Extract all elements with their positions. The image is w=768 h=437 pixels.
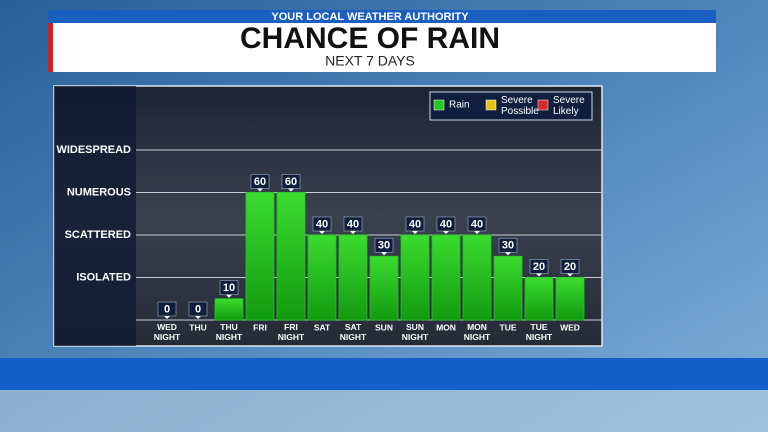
value-label-pointer [505, 252, 511, 256]
bar [214, 298, 244, 321]
x-tick-label: SAT [314, 322, 331, 332]
x-tick-label: FRI [253, 322, 267, 332]
header: YOUR LOCAL WEATHER AUTHORITY [271, 11, 469, 23]
x-tick-label: THU [189, 322, 206, 332]
value-label: 20 [564, 261, 576, 273]
value-label: 60 [285, 176, 297, 188]
value-label-pointer [226, 294, 232, 298]
x-tick-label: FRI NIGHT [278, 322, 305, 342]
value-label: 40 [316, 218, 328, 230]
value-label-pointer [474, 231, 480, 234]
y-tick-label: NUMEROUS [67, 186, 131, 198]
value-label-pointer [164, 316, 170, 319]
value-label: 30 [502, 240, 514, 252]
value-label-pointer [412, 231, 418, 234]
value-label-pointer [381, 252, 387, 256]
value-label: 40 [347, 218, 359, 230]
y-tick-label: ISOLATED [76, 271, 131, 283]
bar [555, 277, 585, 321]
subtitle: NEXT 7 DAYS [325, 53, 415, 69]
bar [493, 255, 523, 321]
x-tick-label: SAT NIGHT [340, 322, 367, 342]
value-label: 30 [378, 240, 390, 252]
value-label: 60 [254, 176, 266, 188]
y-tick-label: WIDESPREAD [56, 144, 131, 156]
x-tick-label: THU NIGHT [216, 322, 243, 342]
value-label: 40 [471, 218, 483, 230]
chart-title: CHANCE OF RAIN [240, 22, 500, 55]
x-tick-label: TUE NIGHT [526, 322, 553, 342]
bar [369, 255, 399, 321]
bottom-band [0, 390, 768, 432]
bottom-stripe [0, 358, 768, 390]
legend-label: Severe Likely [553, 95, 585, 117]
x-tick-label: SUN [375, 322, 393, 332]
value-label-pointer [536, 273, 542, 277]
bar [245, 192, 275, 321]
value-label: 0 [164, 303, 170, 315]
value-label: 20 [533, 261, 545, 273]
value-label-pointer [257, 188, 263, 192]
legend-swatch [433, 99, 445, 111]
x-tick-label: MON NIGHT [464, 322, 491, 342]
value-label-pointer [195, 316, 201, 319]
value-label: 10 [223, 282, 235, 294]
x-tick-label: WED NIGHT [154, 322, 181, 342]
value-label-pointer [350, 231, 356, 234]
x-tick-label: TUE [500, 322, 517, 332]
value-label-pointer [443, 231, 449, 234]
bar [400, 234, 430, 321]
bar [276, 192, 306, 321]
value-label-pointer [567, 273, 573, 277]
legend-swatch [537, 99, 549, 111]
legend-swatch [485, 99, 497, 111]
title-box [48, 23, 716, 72]
bar [307, 234, 337, 321]
value-label: 0 [195, 303, 201, 315]
value-label: 40 [409, 218, 421, 230]
x-tick-label: MON [436, 322, 456, 332]
x-tick-label: SUN NIGHT [402, 322, 429, 342]
legend-label: Severe Possible [501, 95, 539, 117]
bar [462, 234, 492, 321]
value-label-pointer [288, 188, 294, 192]
x-tick-label: WED [560, 322, 580, 332]
y-tick-label: SCATTERED [65, 229, 131, 241]
legend-label: Rain [449, 100, 470, 111]
header-strip [48, 10, 716, 23]
bar [338, 234, 368, 321]
value-label: 40 [440, 218, 452, 230]
legend-box [429, 91, 593, 121]
bar [431, 234, 461, 321]
label-column [54, 86, 136, 346]
title-accent [48, 23, 53, 72]
bar [524, 277, 554, 321]
value-label-pointer [319, 231, 325, 234]
